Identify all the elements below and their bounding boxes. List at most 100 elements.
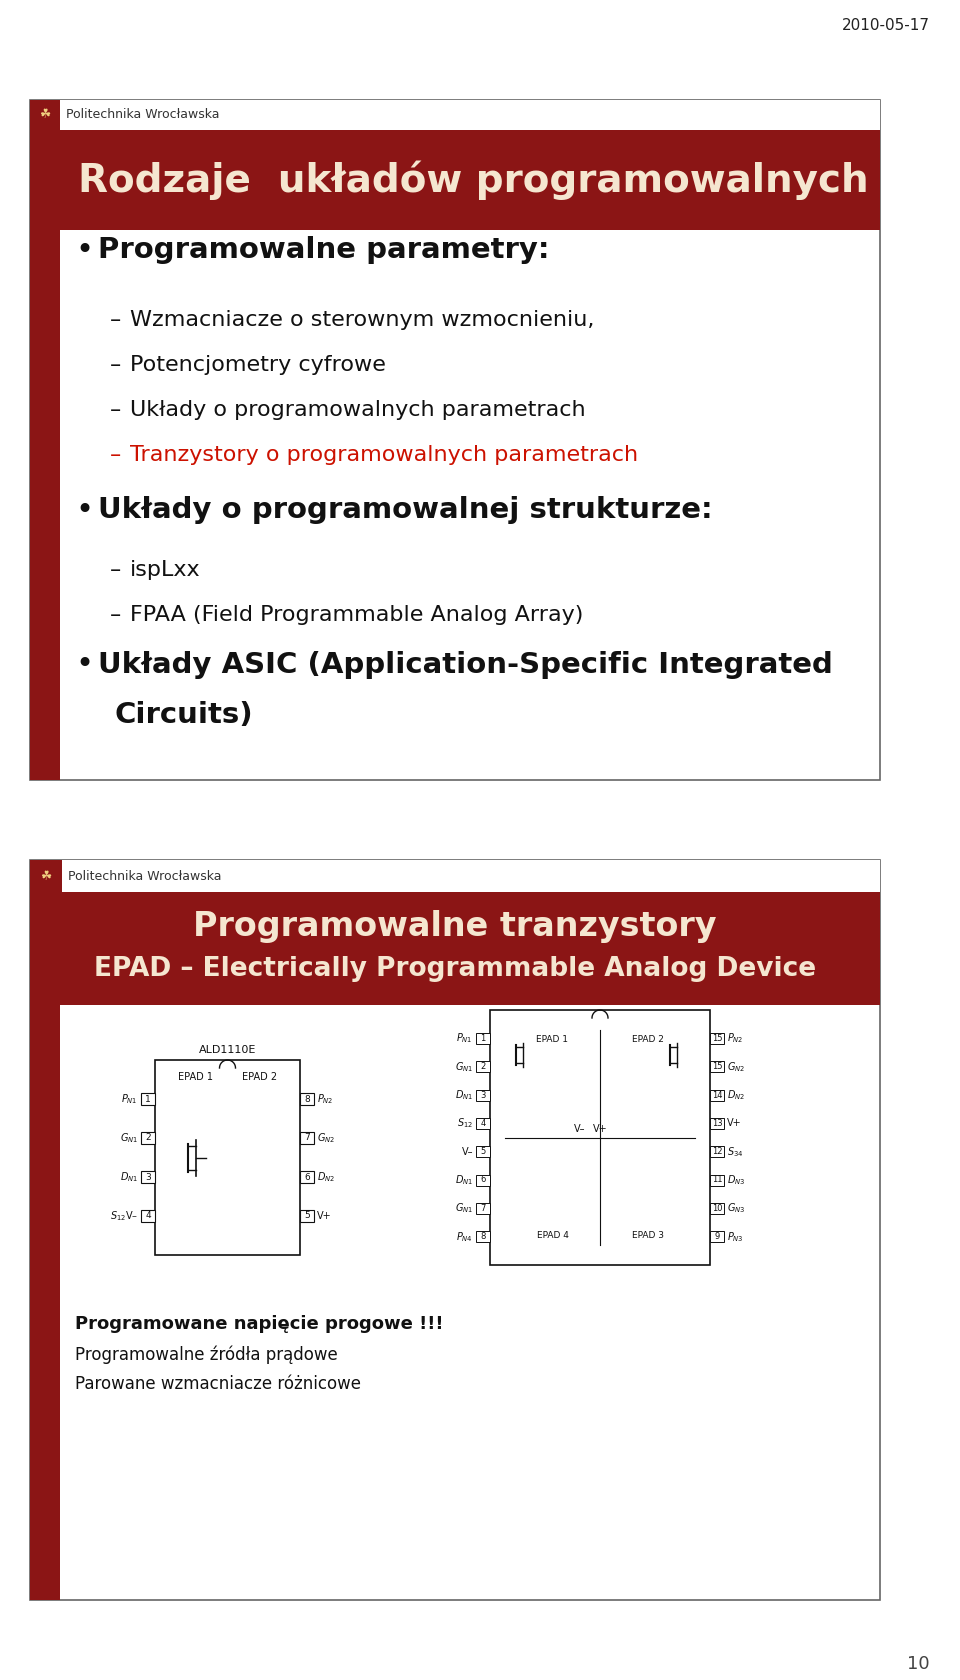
Bar bbox=[30, 101, 60, 780]
Bar bbox=[476, 1203, 490, 1215]
Text: V–: V– bbox=[574, 1124, 586, 1134]
Bar bbox=[30, 860, 880, 892]
Bar bbox=[710, 1174, 724, 1186]
Text: $S_{34}$: $S_{34}$ bbox=[727, 1144, 743, 1159]
Text: $P_{N3}$: $P_{N3}$ bbox=[727, 1230, 744, 1243]
Text: V+: V+ bbox=[317, 1211, 331, 1221]
Text: EPAD 1: EPAD 1 bbox=[179, 1072, 213, 1082]
Bar bbox=[490, 1010, 710, 1265]
Text: Politechnika Wrocławska: Politechnika Wrocławska bbox=[68, 870, 222, 882]
Bar bbox=[300, 1210, 314, 1221]
Text: $P_{N4}$: $P_{N4}$ bbox=[456, 1230, 473, 1243]
Text: 13: 13 bbox=[711, 1119, 722, 1127]
Text: 6: 6 bbox=[304, 1173, 310, 1181]
Bar bbox=[710, 1231, 724, 1242]
Text: EPAD 1: EPAD 1 bbox=[537, 1035, 568, 1043]
Text: Układy ASIC (Application-Specific Integrated: Układy ASIC (Application-Specific Integr… bbox=[98, 650, 833, 679]
Text: ☘: ☘ bbox=[39, 109, 51, 121]
Text: FPAA (Field Programmable Analog Array): FPAA (Field Programmable Analog Array) bbox=[130, 605, 584, 625]
Text: EPAD 2: EPAD 2 bbox=[632, 1035, 663, 1043]
Text: –: – bbox=[110, 311, 121, 329]
Text: $D_{N1}$: $D_{N1}$ bbox=[455, 1173, 473, 1186]
Text: V+: V+ bbox=[727, 1119, 742, 1129]
Bar bbox=[710, 1033, 724, 1043]
Text: Wzmacniacze o sterownym wzmocnieniu,: Wzmacniacze o sterownym wzmocnieniu, bbox=[130, 311, 594, 329]
Bar bbox=[155, 1060, 300, 1255]
Text: $D_{N2}$: $D_{N2}$ bbox=[317, 1169, 335, 1184]
Text: 8: 8 bbox=[304, 1094, 310, 1104]
Text: 10: 10 bbox=[907, 1655, 930, 1673]
Text: $P_{N2}$: $P_{N2}$ bbox=[727, 1032, 744, 1045]
Text: 4: 4 bbox=[480, 1119, 486, 1127]
Text: Układy o programowalnej strukturze:: Układy o programowalnej strukturze: bbox=[98, 496, 712, 524]
Text: $G_{N2}$: $G_{N2}$ bbox=[317, 1131, 335, 1144]
Text: V+: V+ bbox=[592, 1124, 608, 1134]
Text: Programowalne źródła prądowe: Programowalne źródła prądowe bbox=[75, 1346, 338, 1364]
Text: $G_{N3}$: $G_{N3}$ bbox=[727, 1201, 745, 1215]
Bar bbox=[30, 101, 880, 129]
Text: 8: 8 bbox=[480, 1231, 486, 1242]
Text: V–: V– bbox=[462, 1147, 473, 1156]
Text: Układy o programowalnych parametrach: Układy o programowalnych parametrach bbox=[130, 400, 586, 420]
Text: 5: 5 bbox=[480, 1147, 486, 1156]
Bar bbox=[300, 1094, 314, 1105]
Text: ALD1110E: ALD1110E bbox=[199, 1045, 256, 1055]
Text: ispLxx: ispLxx bbox=[130, 559, 201, 580]
Bar bbox=[141, 1094, 155, 1105]
Bar bbox=[141, 1210, 155, 1221]
Text: 15: 15 bbox=[711, 1033, 722, 1043]
Text: $G_{N2}$: $G_{N2}$ bbox=[727, 1060, 745, 1074]
Text: Politechnika Wrocławska: Politechnika Wrocławska bbox=[66, 109, 220, 121]
Text: –: – bbox=[110, 559, 121, 580]
Text: $D_{N3}$: $D_{N3}$ bbox=[727, 1173, 745, 1186]
Text: $G_{N1}$: $G_{N1}$ bbox=[120, 1131, 138, 1144]
Text: 2: 2 bbox=[145, 1134, 151, 1142]
Text: 15: 15 bbox=[711, 1062, 722, 1072]
Text: •: • bbox=[75, 650, 93, 679]
Text: Potencjometry cyfrowe: Potencjometry cyfrowe bbox=[130, 354, 386, 375]
Text: Programowalne parametry:: Programowalne parametry: bbox=[98, 235, 549, 264]
Text: $P_{N1}$: $P_{N1}$ bbox=[456, 1032, 473, 1045]
Text: –: – bbox=[110, 445, 121, 465]
Text: 10: 10 bbox=[711, 1205, 722, 1213]
Bar bbox=[30, 860, 880, 1599]
Text: 2010-05-17: 2010-05-17 bbox=[842, 18, 930, 34]
Text: $D_{N2}$: $D_{N2}$ bbox=[727, 1089, 745, 1102]
Text: 3: 3 bbox=[145, 1173, 151, 1181]
Bar bbox=[30, 892, 880, 1005]
Text: Programowalne tranzystory: Programowalne tranzystory bbox=[193, 911, 717, 942]
Text: $S_{12}$: $S_{12}$ bbox=[457, 1117, 473, 1131]
Text: 9: 9 bbox=[714, 1231, 720, 1242]
Bar bbox=[141, 1171, 155, 1183]
Bar bbox=[30, 101, 880, 780]
Text: $P_{N2}$: $P_{N2}$ bbox=[317, 1092, 333, 1105]
Bar bbox=[476, 1117, 490, 1129]
Text: –: – bbox=[110, 605, 121, 625]
Text: Parowane wzmacniacze różnicowe: Parowane wzmacniacze różnicowe bbox=[75, 1374, 361, 1393]
Bar bbox=[710, 1203, 724, 1215]
Bar bbox=[476, 1090, 490, 1100]
Text: 12: 12 bbox=[711, 1147, 722, 1156]
Text: •: • bbox=[75, 496, 93, 524]
Bar bbox=[710, 1062, 724, 1072]
Bar bbox=[30, 860, 62, 892]
Text: EPAD 2: EPAD 2 bbox=[242, 1072, 277, 1082]
Text: EPAD 3: EPAD 3 bbox=[632, 1231, 663, 1240]
Text: 6: 6 bbox=[480, 1176, 486, 1184]
Text: Tranzystory o programowalnych parametrach: Tranzystory o programowalnych parametrac… bbox=[130, 445, 638, 465]
Text: 1: 1 bbox=[145, 1094, 151, 1104]
Bar bbox=[476, 1174, 490, 1186]
Bar bbox=[30, 860, 60, 1599]
Bar bbox=[300, 1171, 314, 1183]
Text: 3: 3 bbox=[480, 1090, 486, 1099]
Text: 1: 1 bbox=[480, 1033, 486, 1043]
Text: 14: 14 bbox=[711, 1090, 722, 1099]
Text: •: • bbox=[75, 235, 93, 264]
Bar bbox=[710, 1090, 724, 1100]
Text: Rodzaje  układów programowalnych: Rodzaje układów programowalnych bbox=[78, 160, 869, 200]
Text: Programowane napięcie progowe !!!: Programowane napięcie progowe !!! bbox=[75, 1315, 444, 1332]
Text: $P_{N1}$: $P_{N1}$ bbox=[121, 1092, 138, 1105]
Text: –: – bbox=[110, 354, 121, 375]
Text: 7: 7 bbox=[304, 1134, 310, 1142]
Text: Circuits): Circuits) bbox=[115, 701, 253, 729]
